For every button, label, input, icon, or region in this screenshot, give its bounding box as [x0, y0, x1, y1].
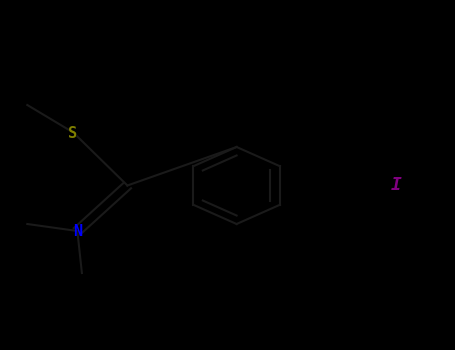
Text: S: S — [68, 126, 77, 140]
Text: I: I — [390, 176, 401, 195]
Text: N: N — [73, 224, 82, 238]
